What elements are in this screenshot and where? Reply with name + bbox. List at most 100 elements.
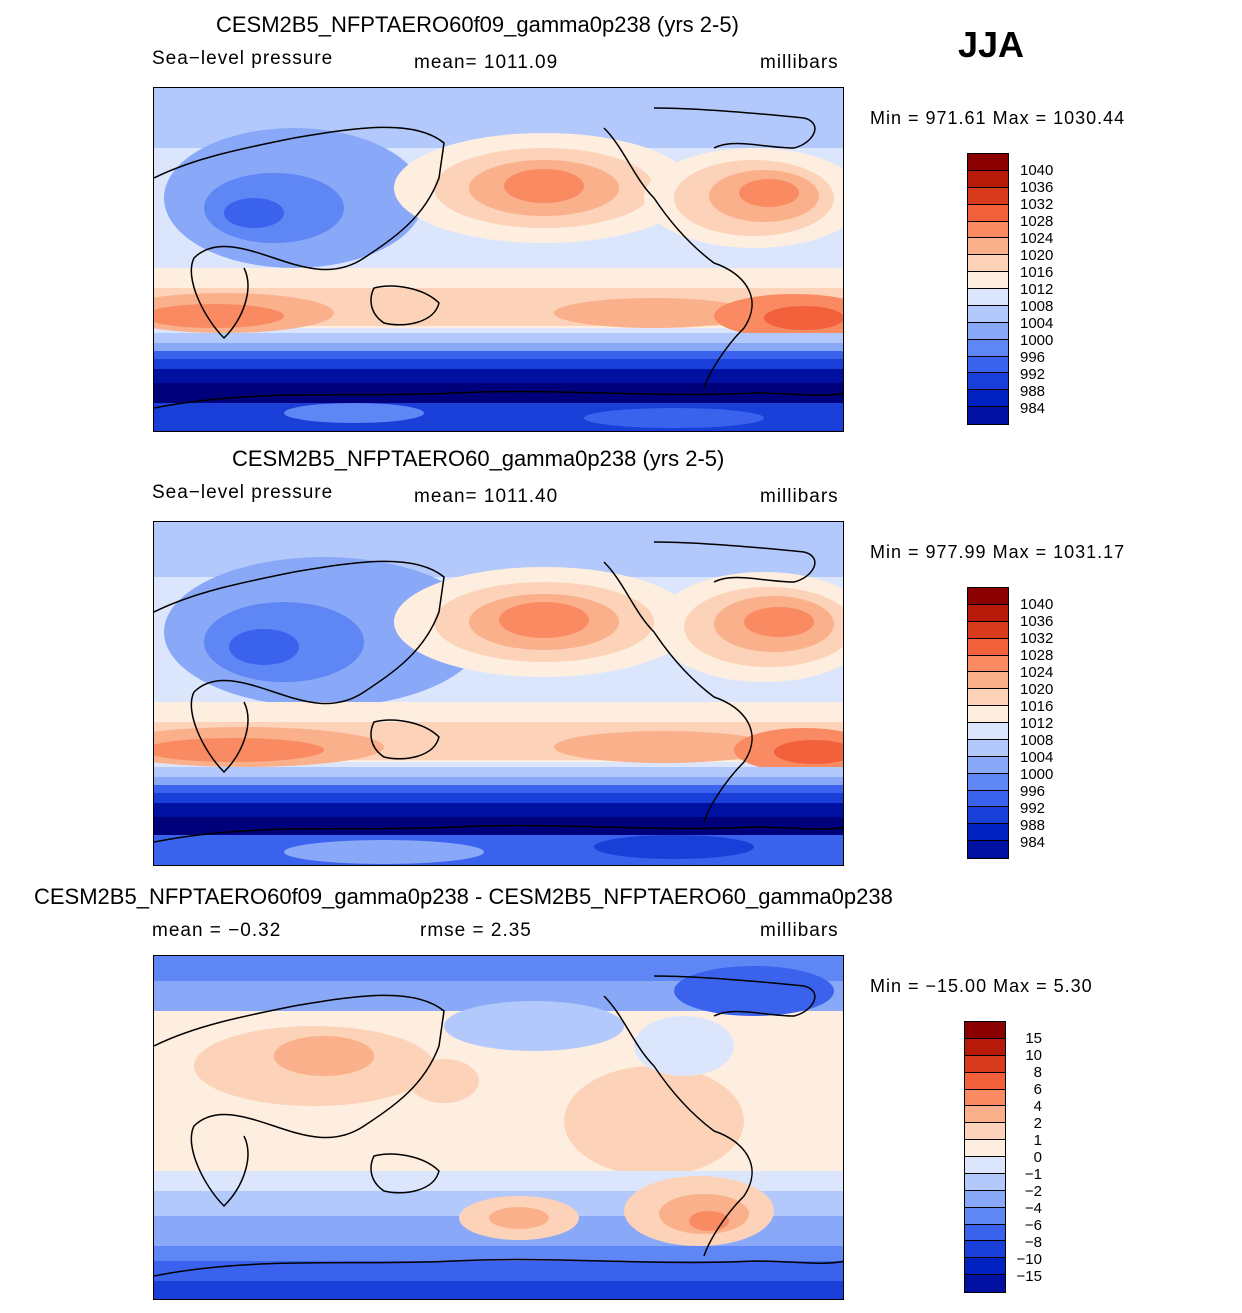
colorbar-label: 984	[1020, 834, 1046, 851]
colorbar-swatch	[968, 807, 1008, 825]
panel-1-map	[153, 87, 844, 432]
colorbar-label: 10	[1025, 1047, 1042, 1064]
colorbar-label: 2	[1033, 1115, 1042, 1132]
colorbar-swatch	[968, 706, 1008, 723]
panel-1-colorbar	[967, 153, 1009, 425]
colorbar-swatch	[968, 655, 1008, 673]
colorbar-swatch	[965, 1207, 1005, 1225]
colorbar-swatch	[968, 204, 1008, 222]
colorbar-label: 1036	[1020, 613, 1054, 630]
colorbar-label: 1016	[1020, 698, 1054, 715]
colorbar-swatch	[968, 588, 1008, 605]
colorbar-label: 1016	[1020, 264, 1054, 281]
colorbar-swatch	[968, 221, 1008, 239]
season-label: JJA	[958, 24, 1025, 65]
colorbar-label: 1040	[1020, 596, 1054, 613]
colorbar-label: 1012	[1020, 281, 1054, 298]
colorbar-swatch	[968, 638, 1008, 656]
colorbar-swatch	[965, 1241, 1005, 1259]
panel-3-title: CESM2B5_NFPTAERO60f09_gamma0p238 - CESM2…	[34, 884, 893, 909]
colorbar-swatch	[968, 841, 1008, 858]
colorbar-label: 992	[1020, 800, 1046, 817]
colorbar-swatch	[965, 1157, 1005, 1174]
colorbar-swatch	[968, 373, 1008, 391]
colorbar-label: 1004	[1020, 749, 1054, 766]
panel-1-minmax: Min = 971.61 Max = 1030.44	[870, 108, 1126, 128]
colorbar-label: 1000	[1020, 766, 1054, 783]
colorbar-swatch	[965, 1123, 1005, 1141]
colorbar-swatch	[968, 322, 1008, 340]
colorbar-label: −4	[1024, 1200, 1042, 1217]
panel-2-units: millibars	[760, 486, 839, 507]
colorbar-swatch	[968, 187, 1008, 205]
colorbar-swatch	[965, 1140, 1005, 1157]
colorbar-swatch	[968, 689, 1008, 707]
colorbar-label: −1	[1024, 1166, 1042, 1183]
colorbar-swatch	[968, 272, 1008, 289]
colorbar-label: −2	[1024, 1183, 1042, 1200]
colorbar-swatch	[965, 1072, 1005, 1090]
colorbar-swatch	[965, 1022, 1005, 1039]
panel-3-minmax: Min = −15.00 Max = 5.30	[870, 976, 1093, 996]
panel-3-mean: mean = −0.32	[152, 920, 282, 941]
colorbar-label: 1004	[1020, 315, 1054, 332]
colorbar-swatch	[968, 723, 1008, 740]
panel-2-contour-map	[154, 522, 843, 865]
colorbar-label: 1012	[1020, 715, 1054, 732]
colorbar-swatch	[968, 305, 1008, 323]
panel-2-map	[153, 521, 844, 866]
colorbar-label: 988	[1020, 383, 1046, 400]
panel-1-title: CESM2B5_NFPTAERO60f09_gamma0p238 (yrs 2-…	[216, 12, 739, 37]
panel-1-units: millibars	[760, 52, 839, 73]
colorbar-label: −15	[1016, 1268, 1042, 1285]
colorbar-swatch	[968, 407, 1008, 424]
colorbar-label: 8	[1033, 1064, 1042, 1081]
colorbar-label: 1032	[1020, 196, 1054, 213]
panel-3-colorbar	[964, 1021, 1006, 1293]
colorbar-swatch	[968, 390, 1008, 408]
colorbar-swatch	[968, 604, 1008, 622]
panel-2-minmax: Min = 977.99 Max = 1031.17	[870, 542, 1126, 562]
panel-2-colorbar-labels: 1040 1036 1032 1028 1024 1020 1016 1012 …	[1020, 596, 1053, 851]
colorbar-label: −10	[1016, 1251, 1042, 1268]
colorbar-swatch	[968, 154, 1008, 171]
colorbar-swatch	[968, 621, 1008, 639]
panel-1-colorbar-labels: 1040 1036 1032 1028 1024 1020 1016 1012 …	[1020, 162, 1053, 417]
colorbar-swatch	[965, 1173, 1005, 1191]
colorbar-swatch	[965, 1258, 1005, 1276]
panel-3-units: millibars	[760, 920, 839, 941]
panel-3-map	[153, 955, 844, 1300]
colorbar-label: 996	[1020, 349, 1046, 366]
colorbar-label: 996	[1020, 783, 1046, 800]
colorbar-swatch	[968, 170, 1008, 188]
colorbar-label: 1000	[1020, 332, 1054, 349]
colorbar-label: 1008	[1020, 732, 1054, 749]
colorbar-swatch	[968, 356, 1008, 374]
panel-1-contour-map	[154, 88, 843, 431]
panel-2-variable: Sea−level pressure	[152, 482, 334, 503]
colorbar-swatch	[965, 1089, 1005, 1107]
colorbar-label: 15	[1025, 1030, 1042, 1047]
colorbar-swatch	[965, 1055, 1005, 1073]
colorbar-label: 984	[1020, 400, 1046, 417]
panel-3-rmse: rmse = 2.35	[420, 920, 532, 941]
colorbar-label: 1040	[1020, 162, 1054, 179]
colorbar-swatch	[965, 1224, 1005, 1242]
colorbar-swatch	[968, 339, 1008, 357]
colorbar-label: 1024	[1020, 230, 1054, 247]
colorbar-swatch	[968, 672, 1008, 690]
panel-2-title: CESM2B5_NFPTAERO60_gamma0p238 (yrs 2-5)	[232, 446, 725, 471]
panel-3-contour-map	[154, 956, 843, 1299]
panel-3-colorbar-labels: 15 10 8 6 4 2 1 0 −1 −2 −4 −6 −8 −10 −15	[1016, 1030, 1042, 1285]
colorbar-label: 1020	[1020, 681, 1054, 698]
colorbar-swatch	[965, 1190, 1005, 1208]
colorbar-label: 1028	[1020, 213, 1054, 230]
colorbar-label: −6	[1024, 1217, 1042, 1234]
colorbar-label: 4	[1033, 1098, 1042, 1115]
colorbar-swatch	[968, 756, 1008, 774]
colorbar-label: 6	[1033, 1081, 1042, 1098]
colorbar-label: 1008	[1020, 298, 1054, 315]
colorbar-swatch	[968, 739, 1008, 757]
colorbar-swatch	[965, 1106, 1005, 1124]
colorbar-label: 1032	[1020, 630, 1054, 647]
